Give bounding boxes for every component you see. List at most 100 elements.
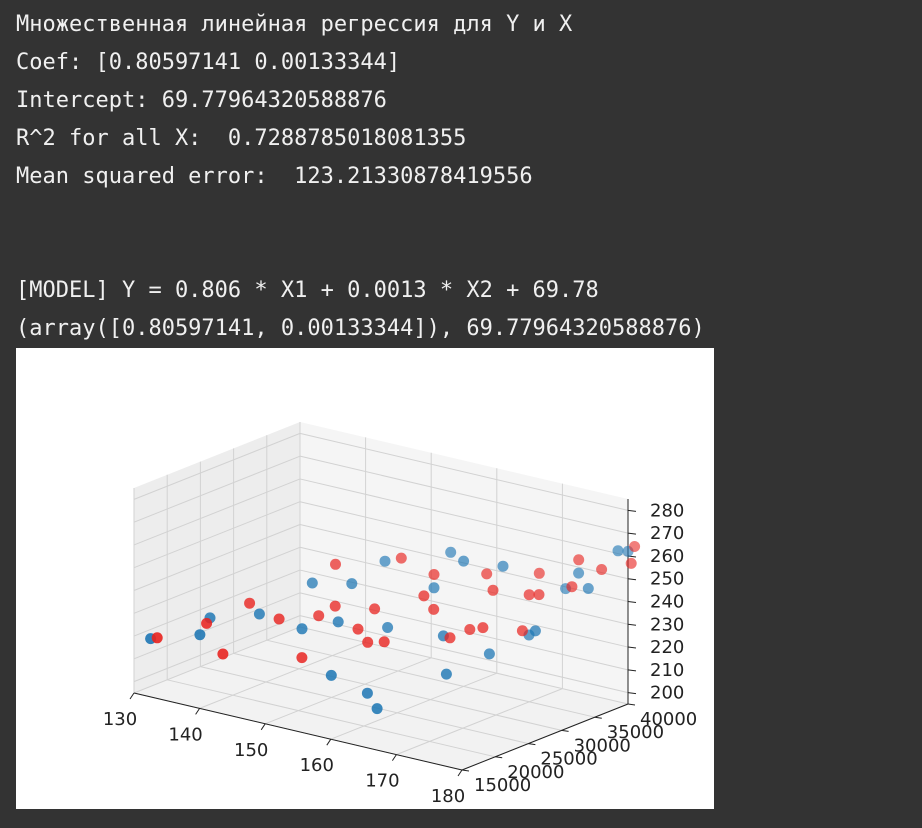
z-tick — [627, 509, 637, 512]
z-tick-label: 260 — [650, 546, 684, 567]
series-1-point — [382, 622, 394, 633]
series-2-point — [362, 636, 374, 648]
series-2-point — [313, 610, 325, 622]
cell-output: Множественная линейная регрессия для Y и… — [16, 6, 705, 348]
output-mse: Mean squared error: 123.21330878419556 — [16, 164, 533, 189]
y-tick-label: 15000 — [474, 775, 531, 796]
series-2-point — [217, 648, 229, 660]
x-grid-floor — [396, 688, 563, 756]
output-intercept: Intercept: 69.77964320588876 — [16, 88, 387, 113]
z-tick-label: 270 — [650, 523, 684, 544]
series-2-point — [533, 589, 545, 601]
series-1-point — [332, 616, 344, 628]
blank-line — [16, 196, 705, 234]
series-1-point — [346, 578, 358, 590]
x-grid-floor — [330, 672, 497, 740]
x-tick — [129, 692, 135, 700]
series-2-point — [596, 564, 608, 575]
z-grid-left — [133, 615, 301, 683]
series-2-point — [523, 589, 535, 601]
series-2-point — [330, 558, 341, 570]
output-r2: R^2 for all X: 0.7288785018081355 — [16, 126, 467, 151]
z-tick-label: 250 — [650, 569, 684, 590]
z-tick-label: 200 — [650, 683, 684, 704]
z-grid-back — [299, 478, 629, 557]
z-tick — [627, 646, 637, 649]
y-tick-label: 35000 — [607, 722, 664, 743]
y-grid-floor — [200, 666, 529, 745]
y-grid-floor — [233, 652, 562, 731]
z-grid-left — [133, 524, 301, 591]
y-tick — [627, 703, 636, 706]
series-2-point — [444, 632, 456, 644]
z-grid-left — [133, 432, 301, 500]
scatter-3d-plot: 130 140 150 160 170 180 15000 20000 25000 30000 35… — [16, 348, 714, 809]
x-tick-label: 130 — [103, 709, 137, 730]
x-tick — [326, 738, 332, 746]
output-title: Множественная линейная регрессия для Y и… — [16, 12, 573, 37]
output-coef: Coef: [0.80597141 0.00133344] — [16, 50, 401, 75]
series-1-point — [379, 555, 391, 567]
z-tick — [627, 669, 637, 672]
y-tick-label: 25000 — [540, 749, 597, 770]
series-2-point — [244, 597, 256, 609]
x-tick-label: 180 — [431, 786, 465, 807]
z-grid-left — [133, 546, 301, 614]
z-tick — [627, 532, 637, 535]
series-1-point — [529, 625, 541, 637]
z-tick — [627, 601, 637, 603]
x-tick — [195, 708, 201, 715]
series-2-point — [201, 617, 213, 629]
z-tick-label: 240 — [650, 592, 684, 613]
x-tick-label: 150 — [234, 740, 268, 761]
series-2-point — [464, 624, 476, 635]
z-grid-back — [299, 592, 629, 671]
series-2-point — [296, 652, 308, 664]
z-grid-left — [133, 478, 301, 546]
x-tick — [457, 769, 463, 777]
x-axis-line — [133, 692, 463, 771]
series-2-point — [352, 623, 364, 635]
y-tick-label: 20000 — [507, 762, 564, 783]
z-tick — [627, 692, 637, 695]
series-1-point — [428, 582, 440, 594]
output-tuple: (array([0.80597141, 0.00133344]), 69.779… — [16, 316, 705, 341]
series-1-point — [306, 577, 318, 589]
series-2-point — [487, 584, 499, 596]
series-2-point — [378, 636, 390, 648]
series-1-point — [296, 623, 308, 635]
series-2-point — [369, 603, 381, 615]
z-tick — [627, 578, 637, 581]
series-2-point — [629, 541, 641, 552]
output-model: [MODEL] Y = 0.806 * X1 + 0.0013 * X2 + 6… — [16, 278, 599, 303]
y-tick — [495, 756, 503, 759]
z-grid-back — [299, 546, 629, 625]
series-1-point — [371, 703, 383, 715]
z-grid-left — [133, 455, 301, 523]
z-grid-back — [299, 432, 629, 511]
z-grid-left — [133, 592, 301, 660]
series-2-point — [566, 581, 578, 593]
z-tick-label: 280 — [650, 500, 684, 521]
series-2-point — [625, 557, 637, 569]
y-axis-line — [461, 703, 629, 771]
series-2-point — [573, 554, 585, 566]
blank-line — [16, 234, 705, 272]
series-1-point — [582, 583, 594, 594]
series-1-point — [440, 668, 452, 680]
series-1-point — [612, 545, 624, 557]
z-tick-label: 230 — [650, 614, 684, 635]
y-tick — [594, 716, 602, 719]
x-grid-floor — [133, 626, 301, 694]
floor-pane — [134, 627, 628, 770]
chart-points — [145, 541, 641, 715]
x-tick — [260, 723, 266, 731]
y-tick-label: 40000 — [640, 709, 697, 730]
series-2-point — [151, 632, 163, 644]
x-grid-floor — [265, 657, 432, 725]
x-tick — [391, 754, 397, 761]
y-grid-floor — [299, 626, 629, 705]
series-2-point — [428, 569, 440, 580]
series-1-point — [325, 669, 337, 681]
y-tick-label: 30000 — [574, 735, 631, 756]
